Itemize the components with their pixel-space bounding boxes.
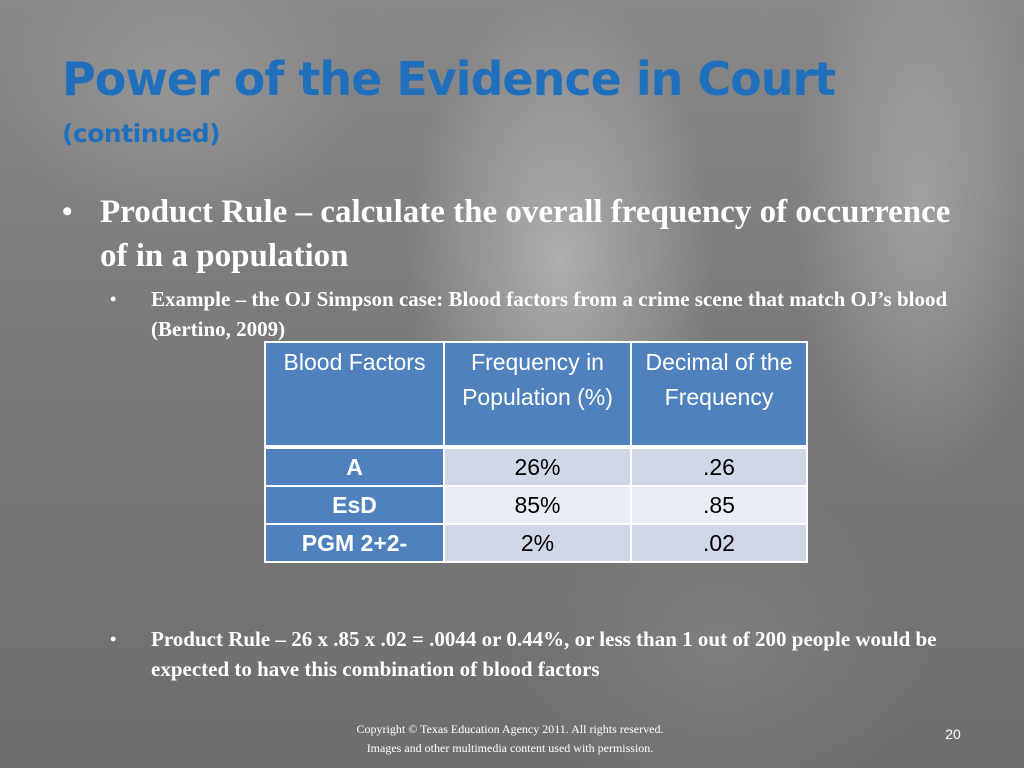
frequency-cell: 2% bbox=[443, 523, 632, 563]
bullet-icon: • bbox=[110, 289, 117, 309]
bullet-icon: • bbox=[62, 195, 73, 228]
blood-factor-cell: EsD bbox=[264, 485, 445, 525]
main-bullet: • Product Rule – calculate the overall f… bbox=[62, 190, 962, 278]
result-bullet-text: Product Rule – 26 x .85 x .02 = .0044 or… bbox=[151, 627, 937, 681]
table-row: EsD 85% .85 bbox=[264, 485, 808, 525]
frequency-cell: 26% bbox=[443, 446, 632, 487]
example-bullet-text: Example – the OJ Simpson case: Blood fac… bbox=[151, 287, 948, 341]
header-blood-factors: Blood Factors bbox=[264, 341, 445, 448]
blood-factor-cell: A bbox=[264, 446, 445, 487]
copyright-line-2: Images and other multimedia content used… bbox=[366, 741, 654, 755]
blood-factors-table: Blood Factors Frequency in Population (%… bbox=[264, 341, 808, 563]
main-bullet-text: Product Rule – calculate the overall fre… bbox=[100, 194, 951, 274]
decimal-cell: .26 bbox=[630, 446, 808, 487]
blood-factor-cell: PGM 2+2- bbox=[264, 523, 445, 563]
frequency-cell: 85% bbox=[443, 485, 632, 525]
copyright-line-1: Copyright © Texas Education Agency 2011.… bbox=[356, 722, 664, 736]
table-header-row: Blood Factors Frequency in Population (%… bbox=[264, 341, 808, 448]
copyright-notice: Copyright © Texas Education Agency 2011.… bbox=[300, 720, 720, 758]
slide-subtitle: (continued) bbox=[62, 119, 221, 148]
page-number: 20 bbox=[945, 726, 961, 742]
header-frequency-population: Frequency in Population (%) bbox=[443, 341, 632, 448]
example-bullet: • Example – the OJ Simpson case: Blood f… bbox=[110, 284, 970, 344]
decimal-cell: .85 bbox=[630, 485, 808, 525]
slide-title: Power of the Evidence in Court bbox=[62, 52, 836, 106]
table-row: A 26% .26 bbox=[264, 446, 808, 487]
result-bullet: • Product Rule – 26 x .85 x .02 = .0044 … bbox=[110, 624, 970, 684]
decimal-cell: .02 bbox=[630, 523, 808, 563]
bullet-icon: • bbox=[110, 629, 117, 649]
table-row: PGM 2+2- 2% .02 bbox=[264, 523, 808, 563]
header-decimal-frequency: Decimal of the Frequency bbox=[630, 341, 808, 448]
